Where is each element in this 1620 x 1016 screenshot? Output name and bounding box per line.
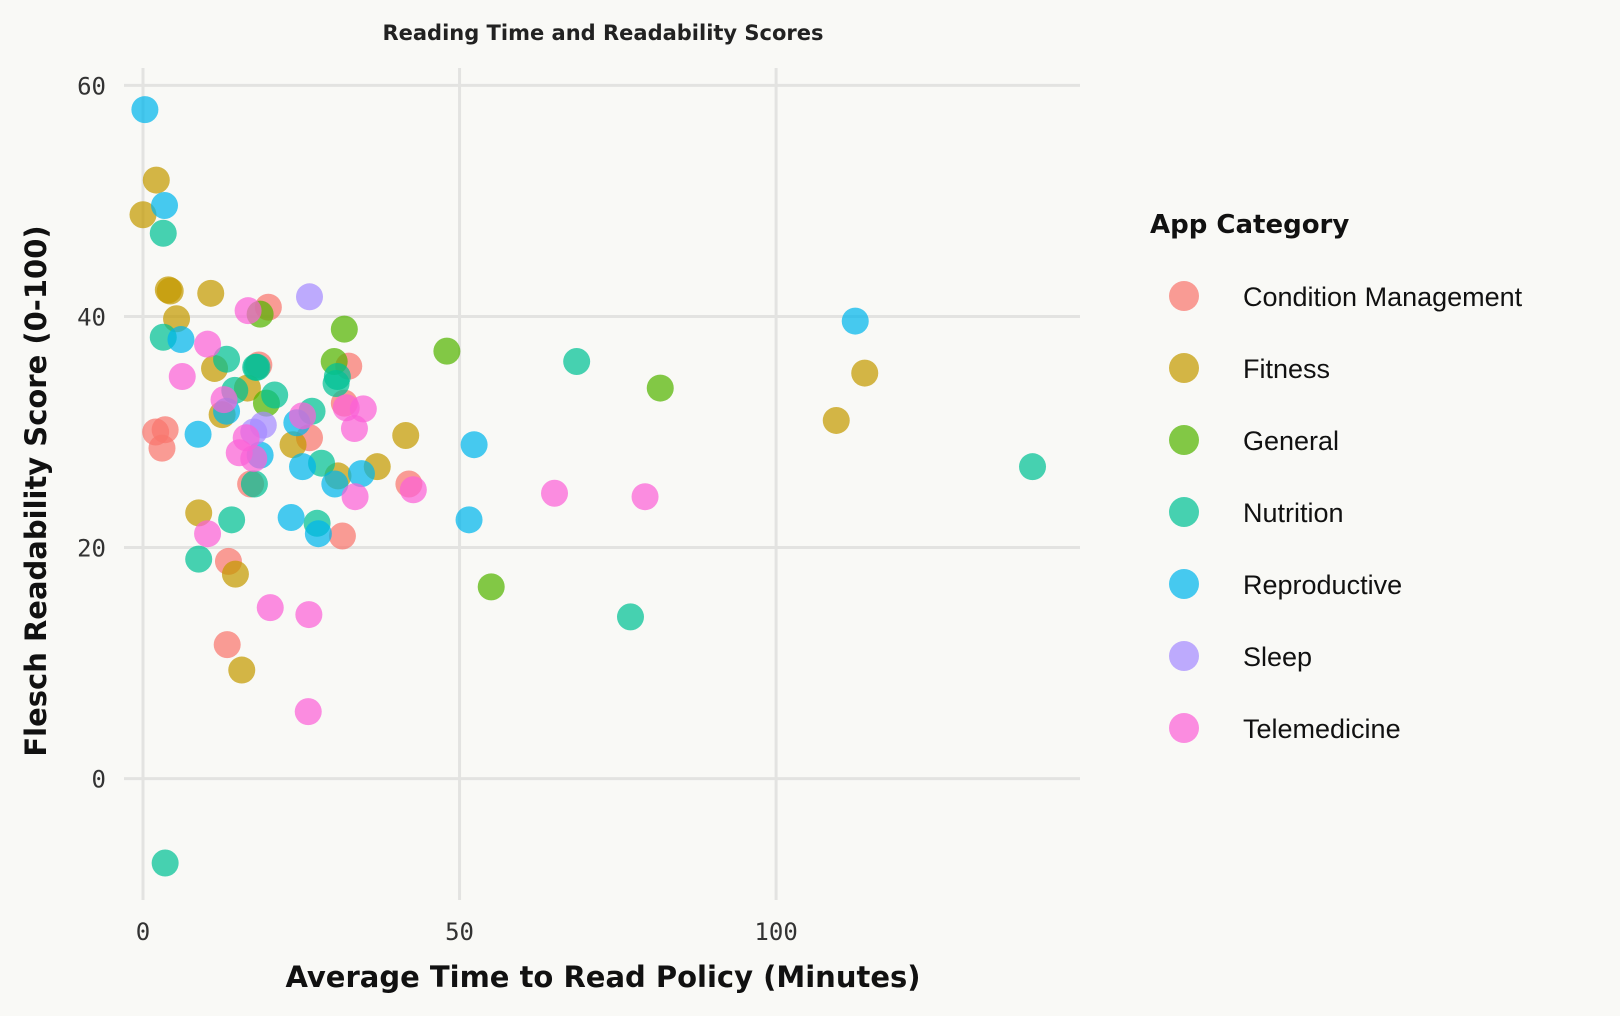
data-point	[234, 297, 262, 325]
legend-item: Telemedicine	[1169, 713, 1401, 744]
data-point	[243, 353, 271, 381]
data-point	[563, 348, 591, 376]
axis-ticks: 0 20 40 60 0 50 100	[77, 72, 798, 946]
legend-label: General	[1243, 426, 1339, 456]
data-point	[185, 499, 213, 527]
data-point	[328, 522, 356, 550]
data-point	[399, 476, 427, 504]
data-point	[341, 483, 369, 511]
data-point	[240, 470, 268, 498]
data-point	[646, 374, 674, 402]
data-point	[289, 402, 317, 430]
data-point	[323, 363, 351, 391]
data-point	[213, 631, 241, 659]
data-point	[156, 277, 184, 305]
data-point	[294, 698, 322, 726]
data-point	[131, 96, 159, 124]
y-axis-title: Flesch Readability Score (0-100)	[19, 225, 53, 756]
y-tick-label: 0	[92, 766, 106, 794]
data-point	[148, 434, 176, 462]
legend-label: Telemedicine	[1243, 714, 1401, 744]
data-point	[851, 359, 879, 387]
y-tick-label: 60	[77, 72, 106, 100]
data-point	[631, 483, 659, 511]
legend-swatch	[1169, 713, 1199, 743]
data-point	[167, 326, 195, 354]
data-point	[218, 506, 246, 534]
data-point	[321, 470, 349, 498]
legend-label: Reproductive	[1243, 570, 1402, 600]
data-point	[129, 201, 157, 229]
series-telemedicine	[168, 297, 659, 726]
y-tick-label: 40	[77, 303, 106, 331]
data-point	[221, 560, 249, 588]
x-tick-label: 0	[136, 918, 150, 946]
x-axis-title: Average Time to Read Policy (Minutes)	[285, 960, 920, 994]
data-point	[347, 460, 375, 488]
data-point	[822, 406, 850, 434]
x-tick-label: 50	[445, 918, 474, 946]
data-point	[330, 315, 358, 343]
data-point	[455, 506, 483, 534]
legend-swatch	[1169, 641, 1199, 671]
legend-item: Sleep	[1169, 641, 1312, 672]
data-point	[185, 545, 213, 573]
legend-label: Nutrition	[1243, 498, 1344, 528]
data-point	[296, 283, 324, 311]
data-point	[151, 849, 179, 877]
legend-item: Reproductive	[1169, 569, 1402, 600]
y-tick-label: 20	[77, 535, 106, 563]
data-point	[168, 363, 196, 391]
data-point	[240, 445, 268, 473]
data-point	[184, 420, 212, 448]
data-point	[197, 279, 225, 307]
data-point	[194, 330, 222, 358]
data-point	[279, 431, 307, 459]
data-point	[541, 479, 569, 507]
legend-label: Fitness	[1243, 354, 1330, 384]
data-point	[256, 594, 284, 622]
legend-item: Nutrition	[1169, 497, 1344, 528]
data-point	[228, 656, 256, 684]
legend-swatch	[1169, 569, 1199, 599]
legend-swatch	[1169, 497, 1199, 527]
data-point	[213, 345, 241, 373]
data-point	[392, 421, 420, 449]
legend-item: Condition Management	[1169, 281, 1523, 312]
legend-title: App Category	[1150, 210, 1349, 240]
data-point	[261, 381, 289, 409]
data-point	[460, 431, 488, 459]
x-tick-label: 100	[754, 918, 797, 946]
legend-swatch	[1169, 425, 1199, 455]
legend-swatch	[1169, 353, 1199, 383]
legend-item: Fitness	[1169, 353, 1330, 384]
data-point	[210, 386, 238, 414]
data-point	[304, 520, 332, 548]
legend-label: Sleep	[1243, 642, 1312, 672]
data-point	[289, 453, 317, 481]
data-points	[129, 96, 1047, 877]
legend-label: Condition Management	[1243, 282, 1523, 312]
data-point	[349, 395, 377, 423]
chart-title: Reading Time and Readability Scores	[382, 21, 823, 45]
data-point	[277, 504, 305, 532]
data-point	[142, 166, 170, 194]
legend-swatch	[1169, 281, 1199, 311]
data-point	[1019, 453, 1047, 481]
data-point	[295, 601, 323, 629]
data-point	[194, 520, 222, 548]
legend-item: General	[1169, 425, 1339, 456]
data-point	[841, 307, 869, 335]
data-point	[149, 219, 177, 247]
data-point	[616, 603, 644, 631]
data-point	[151, 192, 179, 220]
data-point	[232, 424, 260, 452]
data-point	[433, 337, 461, 365]
legend: App Category Condition Management Fitness…	[1150, 210, 1523, 744]
data-point	[477, 573, 505, 601]
